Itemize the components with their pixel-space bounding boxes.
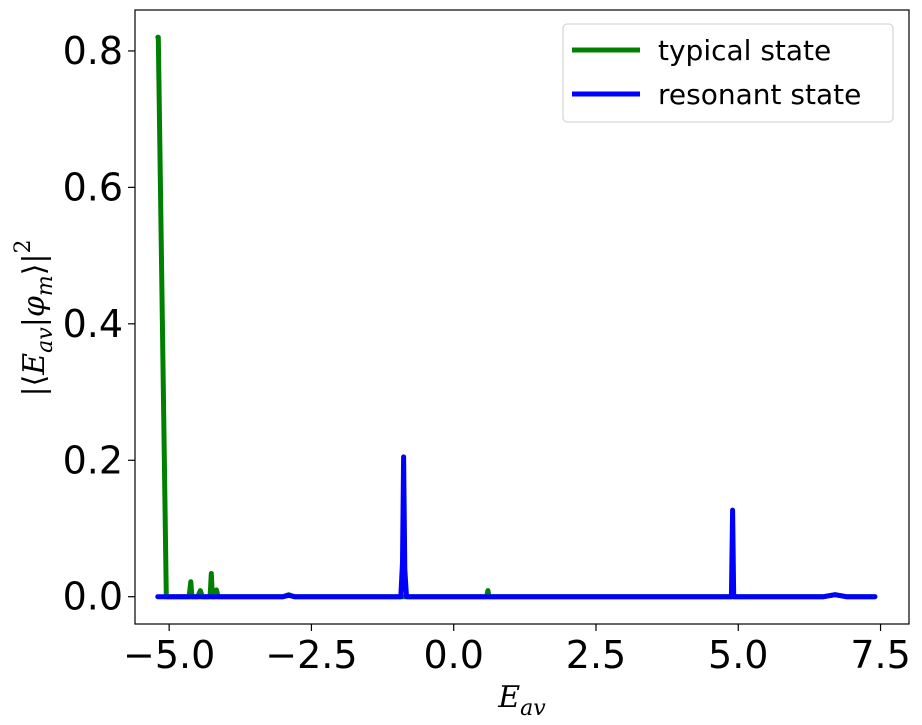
x-tick-label: 7.5 [850,633,910,677]
y-tick-label: 0.4 [63,302,123,346]
x-tick-layer: −5.0 −2.5 0.0 2.5 5.0 7.5 [123,624,911,677]
x-tick-label: −5.0 [123,633,215,677]
y-tick-label: 0.6 [63,165,123,209]
x-axis-label-main: E [497,680,520,715]
y-tick-layer: 0.0 0.2 0.4 0.6 0.8 [63,29,135,619]
y-axis-label: |⟨Eav|φm⟩|2 [11,239,58,396]
legend-label-resonant: resonant state [658,78,861,111]
y-tick-label: 0.0 [63,575,123,619]
plot-frame [134,9,910,625]
x-tick-label: 2.5 [566,633,626,677]
x-axis-label: Eav [497,680,546,721]
y-tick-label: 0.2 [63,438,123,482]
legend: typical state resonant state [562,23,894,123]
legend-box [562,23,894,123]
series-layer [155,34,878,600]
y-tick-label: 0.8 [63,29,123,73]
x-axis-label-sub: av [520,696,546,721]
series-line-resonant-state [155,454,878,600]
x-tick-label: 0.0 [423,633,483,677]
legend-label-typical: typical state [658,34,831,67]
x-tick-label: 5.0 [708,633,768,677]
x-tick-label: −2.5 [265,633,357,677]
